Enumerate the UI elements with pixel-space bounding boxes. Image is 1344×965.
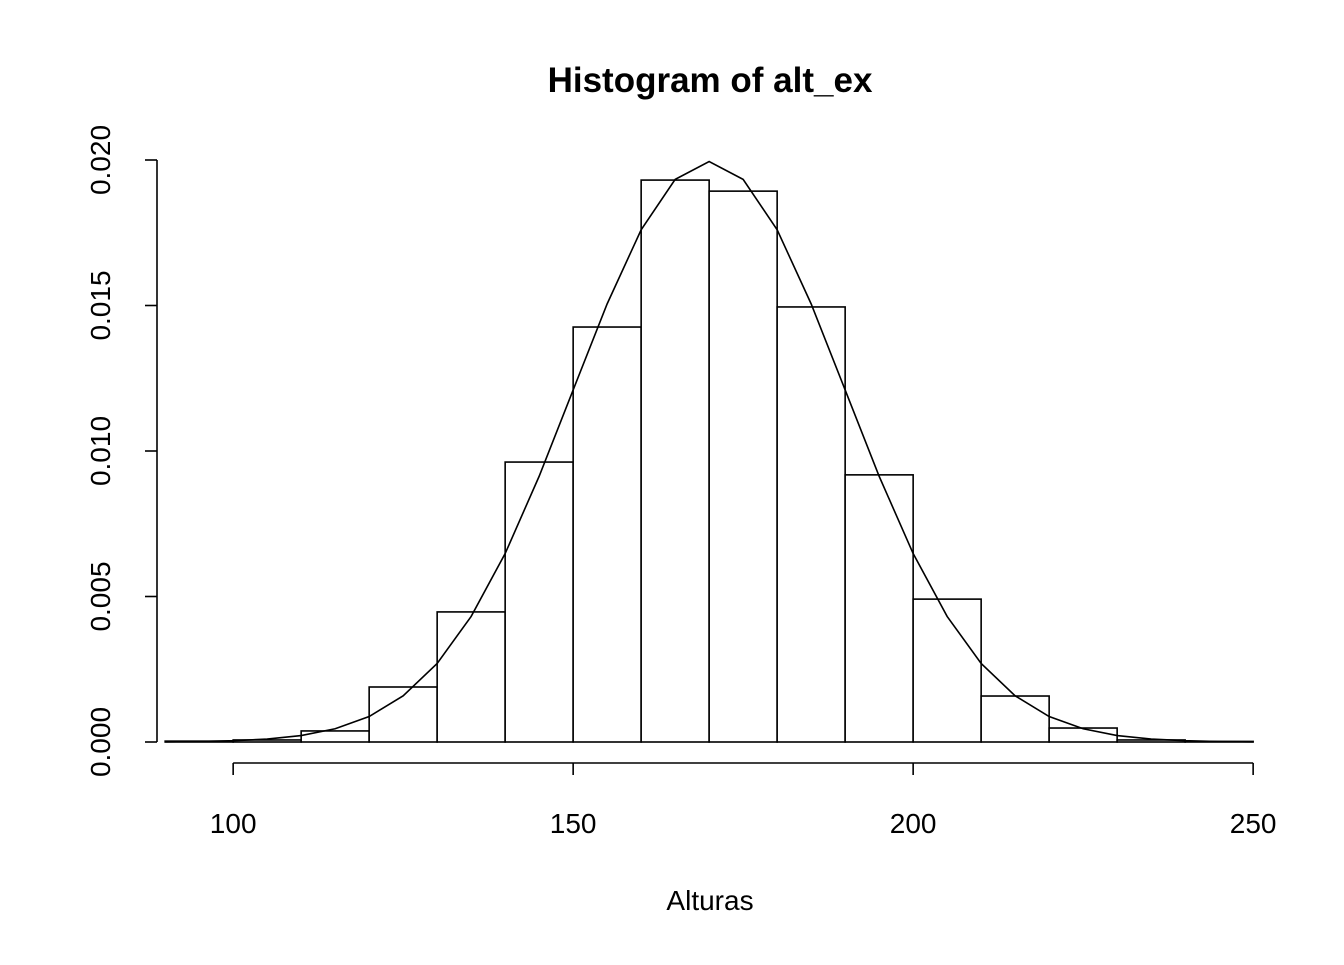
- bar: [572, 326, 642, 743]
- x-tick-label: 100: [210, 808, 257, 839]
- bar: [708, 190, 778, 743]
- bar: [980, 695, 1050, 743]
- x-tick-label: 150: [550, 808, 597, 839]
- bar: [436, 611, 506, 743]
- y-tick-label: 0.020: [85, 125, 116, 195]
- bar: [1048, 727, 1118, 743]
- bar: [504, 461, 574, 743]
- x-tick-label: 200: [890, 808, 937, 839]
- y-tick-label: 0.010: [85, 416, 116, 486]
- bar: [368, 686, 438, 743]
- x-axis-label: Alturas: [666, 885, 753, 916]
- density-curve: [165, 160, 1254, 743]
- y-tick-label: 0.015: [85, 270, 116, 340]
- y-tick-label: 0.005: [85, 561, 116, 631]
- bar: [300, 730, 370, 743]
- x-tick-label: 250: [1230, 808, 1277, 839]
- bar: [776, 306, 846, 743]
- y-tick-label: 0.000: [85, 707, 116, 777]
- bar: [912, 598, 982, 743]
- bar: [640, 179, 710, 743]
- bar: [844, 474, 914, 743]
- chart-title: Histogram of alt_ex: [548, 61, 873, 100]
